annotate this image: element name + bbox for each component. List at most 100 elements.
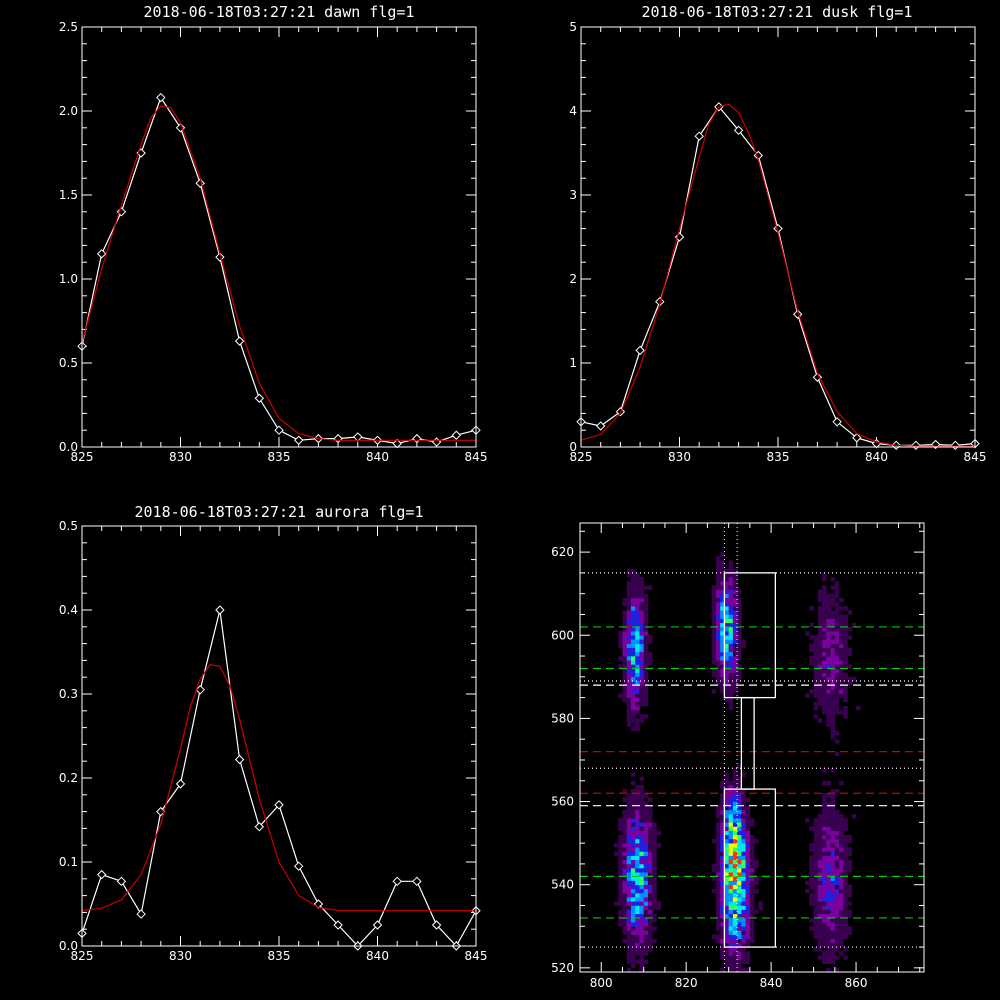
- spectrum-pixel: [813, 693, 819, 698]
- spectrum-pixel: [822, 601, 827, 607]
- spectrum-pixel: [728, 926, 734, 931]
- spectrum-pixel: [826, 926, 831, 931]
- spectrum-pixel: [834, 680, 840, 686]
- spectrum-pixel: [813, 930, 819, 935]
- spectrum-pixel: [728, 656, 734, 661]
- spectrum-pixel: [813, 897, 819, 902]
- spectrum-pixel: [626, 909, 632, 915]
- spectrum-pixel: [830, 822, 836, 827]
- spectrum-pixel: [741, 643, 746, 649]
- spectrum-pixel: [639, 826, 645, 831]
- spectrum-pixel: [749, 884, 755, 890]
- spectrum-pixel: [834, 697, 840, 703]
- spectrum-pixel: [647, 913, 653, 919]
- spectrum-pixel: [737, 913, 742, 919]
- spectrum-pixel: [724, 672, 729, 678]
- spectrum-pixel: [843, 635, 848, 640]
- spectrum-pixel: [724, 959, 729, 964]
- aurora-data-point: [215, 605, 225, 615]
- spectrum-pixel: [622, 618, 628, 624]
- spectrum-pixel: [728, 942, 734, 948]
- spectrum-pixel: [754, 838, 759, 844]
- spectrum-pixel: [822, 651, 827, 657]
- spectrum-pixel: [626, 859, 632, 865]
- spectrum-pixel: [847, 834, 853, 840]
- spectrum-pixel: [626, 676, 632, 682]
- spectrum-pixel: [647, 656, 653, 661]
- dusk-data-point: [852, 433, 862, 443]
- spectrum-pixel: [737, 838, 742, 844]
- spectrum-pixel: [830, 705, 836, 711]
- spectrum-pixel: [830, 593, 836, 599]
- spectrum-pixel: [728, 934, 734, 940]
- spectrum-pixel: [635, 701, 640, 707]
- spectrum-pixel: [630, 581, 636, 586]
- spectrum-pixel: [817, 872, 823, 877]
- spectrum-pixel: [732, 668, 738, 673]
- spectrum-pixel: [830, 951, 836, 956]
- dawn-data-point: [353, 432, 363, 442]
- spectrum-pixel: [630, 922, 636, 927]
- spectrum-pixel: [630, 647, 636, 653]
- spectrum-pixel: [843, 913, 848, 919]
- spectrum-pixel: [630, 926, 636, 931]
- spectrum-pixel: [647, 880, 653, 885]
- spectrum-pixel: [622, 693, 628, 698]
- spectrum-pixel: [720, 651, 725, 657]
- spectrum-pixel: [639, 797, 645, 802]
- spectrum-pixel: [813, 922, 819, 927]
- spectrum-pixel: [813, 822, 819, 827]
- spectrum-pixel: [639, 859, 645, 865]
- spectrum-pixel: [643, 685, 649, 690]
- spectrum-pixel: [830, 726, 836, 732]
- spectrum-pixel: [626, 585, 632, 590]
- spectrum-pixel: [817, 909, 823, 915]
- spectrum-pixel: [830, 884, 836, 890]
- spectrum-pixel: [830, 618, 836, 624]
- spectrum-pixel: [639, 626, 645, 632]
- spectrum-pixel: [622, 597, 628, 603]
- spectrum-pixel: [724, 909, 729, 915]
- dusk-data-point: [635, 345, 645, 356]
- spectrum-pixel: [630, 568, 636, 574]
- spectrum-pixel: [639, 909, 645, 915]
- spectrum-pixel: [635, 947, 640, 952]
- spectrum-pixel: [643, 901, 649, 906]
- spectrum-pixel: [647, 884, 653, 890]
- spectrum-pixel: [745, 951, 751, 956]
- spectrum-pixel: [809, 884, 814, 890]
- spectrum-pixel: [724, 635, 729, 640]
- spectrum-pixel: [626, 656, 632, 661]
- spectrum-pixel: [630, 909, 636, 915]
- dawn-y-tick-label: 1.0: [59, 272, 78, 286]
- spectrum-pixel: [732, 917, 738, 923]
- spectrum-pixel: [749, 917, 755, 923]
- spectrum-pixel: [839, 863, 844, 869]
- spectrum-pixel: [737, 793, 742, 798]
- spectrum-pixel: [834, 635, 840, 640]
- spectrum-pixel: [643, 818, 649, 823]
- spectrum-pixel: [724, 610, 729, 615]
- spectrum-pixel: [817, 922, 823, 927]
- spectrum-pixel: [809, 868, 814, 873]
- spectrum-pixel: [635, 577, 640, 582]
- spectrum-pixel: [639, 830, 645, 836]
- spectrum-pixel: [728, 880, 734, 885]
- spectrum-pixel: [618, 922, 623, 927]
- spectrum-pixel: [635, 872, 640, 877]
- spectrum-pixel: [724, 581, 729, 586]
- spectrum-pixel: [822, 830, 827, 836]
- spectrum-pixel: [839, 680, 844, 686]
- spectrum-pixel: [626, 926, 632, 931]
- spectrum-pixel: [737, 872, 742, 877]
- spectrum-pixel: [817, 830, 823, 836]
- spectrum-pixel: [813, 893, 819, 898]
- spectrum-pixel: [732, 843, 738, 848]
- spectrum-pixel: [834, 631, 840, 636]
- spectrum-pixel: [724, 572, 729, 578]
- spectrum-pixel: [813, 834, 819, 840]
- spectrum-y-tick-label: 600: [551, 628, 574, 642]
- spectrum-pixel: [647, 905, 653, 910]
- spectrum-pixel: [630, 631, 636, 636]
- spectrum-pixel: [728, 884, 734, 890]
